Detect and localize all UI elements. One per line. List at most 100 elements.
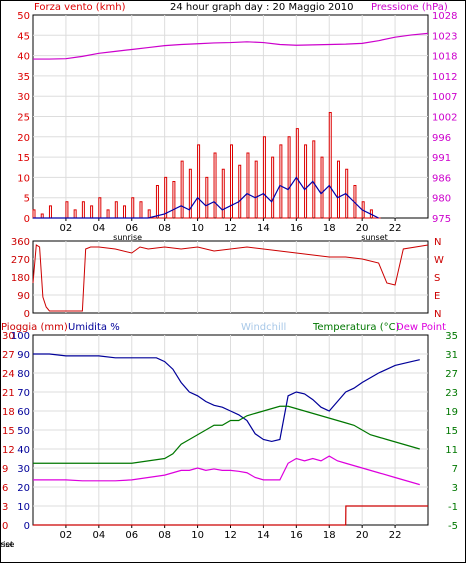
humidity-temperature-panel: Pioggia (mm) Umidita % Windchill Tempera… xyxy=(0,322,458,549)
time-tick-label: 14 xyxy=(257,530,270,541)
temperature-tick-label: 19 xyxy=(445,407,458,418)
time-tick-label: 04 xyxy=(92,223,105,234)
temperature-tick-label: -1 xyxy=(448,502,458,513)
humidity-axis-title: Umidita % xyxy=(68,322,120,333)
humidity-tick-label: 30 xyxy=(17,464,30,475)
time-tick-label: 14 xyxy=(257,223,270,234)
sunset-label: sunset xyxy=(361,233,388,242)
rain-tick-label: 27 xyxy=(2,350,15,361)
pressure-tick-label: 991 xyxy=(432,153,451,164)
direction-tick-label: 0 xyxy=(24,309,30,320)
wind-time-ticks: 02 04 06 08 10 12 14 16 18 20 22 xyxy=(60,218,402,234)
wind-tick-label: 0 xyxy=(24,214,30,225)
humidity-tick-label: 0 xyxy=(24,521,30,532)
wind-tick-label: 45 xyxy=(17,31,30,42)
compass-tick-label: N xyxy=(434,309,441,320)
dewpoint-line xyxy=(33,455,420,486)
compass-tick-label: W xyxy=(434,255,444,266)
rain-axis-ticks: 0 3 6 9 12 15 18 21 24 27 30 xyxy=(2,331,15,532)
time-tick-label: 18 xyxy=(323,530,336,541)
temperature-tick-label: -5 xyxy=(448,521,458,532)
humidity-tick-label: 80 xyxy=(17,369,30,380)
temperature-axis-title: Temperatura (°C) xyxy=(312,322,400,333)
direction-tick-label: 90 xyxy=(17,291,30,302)
temperature-tick-label: 23 xyxy=(445,388,458,399)
time-tick-label: 06 xyxy=(125,530,138,541)
direction-tick-label: 360 xyxy=(11,237,30,248)
time-tick-label: 16 xyxy=(290,223,303,234)
pressure-tick-label: 986 xyxy=(432,173,451,184)
time-tick-label: 18 xyxy=(323,223,336,234)
rain-tick-label: 12 xyxy=(2,445,15,456)
time-tick-label: 04 xyxy=(92,530,105,541)
chart-title: 24 hour graph day : 20 Maggio 2010 xyxy=(170,2,353,13)
direction-degree-ticks: 360 270 180 90 0 xyxy=(11,237,30,320)
pressure-axis-title: Pressione (hPa) xyxy=(371,2,448,13)
wind-average-line xyxy=(33,176,379,219)
time-tick-label: 20 xyxy=(356,223,369,234)
pressure-tick-label: 1028 xyxy=(432,11,457,22)
sunrise-label: sunrise xyxy=(113,233,142,242)
temperature-tick-label: 11 xyxy=(445,445,458,456)
humidity-tick-label: 70 xyxy=(17,388,30,399)
time-tick-label: 20 xyxy=(356,530,369,541)
time-tick-label: 08 xyxy=(158,223,171,234)
time-tick-label: 02 xyxy=(60,530,73,541)
time-tick-label: 08 xyxy=(158,530,171,541)
rain-line xyxy=(33,505,428,526)
rain-tick-label: 15 xyxy=(2,426,15,437)
pressure-tick-label: 996 xyxy=(432,133,451,144)
time-tick-label: 22 xyxy=(389,223,402,234)
time-tick-label: 12 xyxy=(224,530,237,541)
rain-axis-title: Pioggia (mm) xyxy=(1,322,68,333)
direction-tick-label: 270 xyxy=(11,255,30,266)
wind-tick-label: 20 xyxy=(17,133,30,144)
sunrise-label-bottom: sunrise xyxy=(0,540,15,549)
time-tick-label: 16 xyxy=(290,530,303,541)
time-tick-label: 12 xyxy=(224,223,237,234)
rain-tick-label: 9 xyxy=(2,464,8,475)
sunset-label-bottom: sunset xyxy=(0,540,13,549)
rain-tick-label: 21 xyxy=(2,388,15,399)
compass-tick-label: S xyxy=(434,273,440,284)
rain-tick-label: 0 xyxy=(2,521,8,532)
humidity-series-layer xyxy=(33,353,428,526)
wind-tick-label: 40 xyxy=(17,52,30,63)
humidity-tick-label: 10 xyxy=(17,502,30,513)
wind-axis-ticks: 0 5 10 15 20 25 30 35 40 45 50 xyxy=(17,11,30,225)
time-tick-label: 02 xyxy=(60,223,73,234)
rain-tick-label: 24 xyxy=(2,369,15,380)
windchill-label: Windchill xyxy=(241,322,286,333)
temperature-axis-ticks: -5 -1 3 7 11 15 19 23 27 31 35 xyxy=(445,331,458,532)
humidity-tick-label: 100 xyxy=(11,331,30,342)
time-tick-label: 10 xyxy=(191,223,204,234)
rain-tick-label: 18 xyxy=(2,407,15,418)
pressure-tick-label: 1023 xyxy=(432,31,457,42)
wind-tick-label: 35 xyxy=(17,72,30,83)
compass-tick-label: N xyxy=(434,237,441,248)
humidity-time-ticks: 02 04 06 08 10 12 14 16 18 20 22 xyxy=(60,525,401,541)
pressure-tick-label: 1012 xyxy=(432,72,457,83)
wind-tick-label: 10 xyxy=(17,173,30,184)
humidity-tick-label: 50 xyxy=(17,426,30,437)
time-tick-label: 06 xyxy=(125,223,138,234)
compass-tick-label: E xyxy=(434,291,440,302)
humidity-axis-ticks: 0 10 20 30 40 50 60 70 80 90 100 xyxy=(11,331,30,532)
rain-tick-label: 6 xyxy=(2,483,8,494)
temperature-tick-label: 31 xyxy=(445,350,458,361)
temperature-tick-label: 35 xyxy=(445,331,458,342)
pressure-line xyxy=(33,32,429,60)
pressure-axis-ticks: 975 980 986 991 996 1002 1007 1012 1018 1023 1028 xyxy=(432,11,457,225)
humidity-tick-label: 60 xyxy=(17,407,30,418)
wind-tick-label: 15 xyxy=(17,153,30,164)
wind-axis-title: Forza vento (kmh) xyxy=(34,2,126,13)
temperature-tick-label: 7 xyxy=(452,464,458,475)
pressure-tick-label: 980 xyxy=(432,194,451,205)
pressure-tick-label: 1007 xyxy=(432,92,457,103)
time-tick-label: 10 xyxy=(191,530,204,541)
pressure-tick-label: 1002 xyxy=(432,113,457,124)
